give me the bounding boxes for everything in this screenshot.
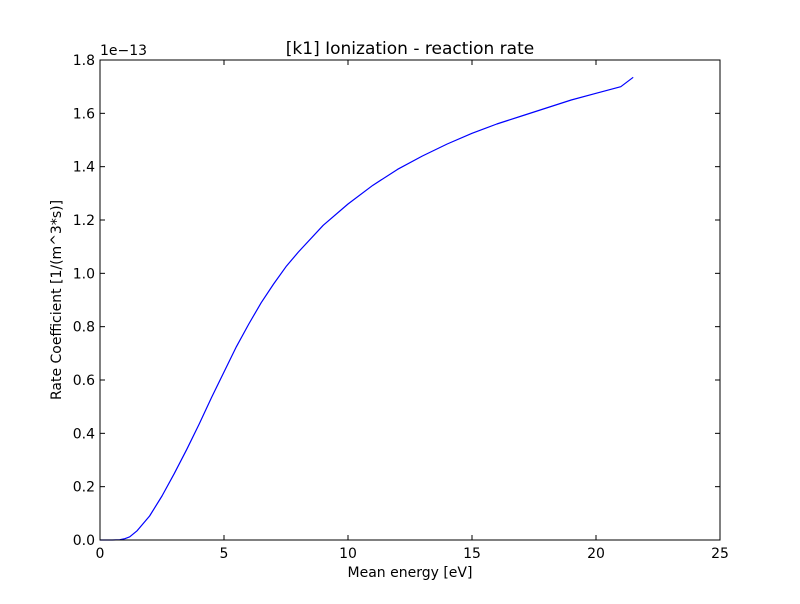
y-tick-label: 0.4 bbox=[73, 426, 95, 442]
chart-title: [k1] Ionization - reaction rate bbox=[286, 39, 534, 59]
y-tick-label: 1.6 bbox=[73, 106, 95, 122]
plot-frame bbox=[99, 59, 721, 541]
y-tick-label: 1.4 bbox=[73, 160, 95, 176]
y-tick-label: 1.0 bbox=[73, 266, 95, 282]
plot-background bbox=[100, 60, 720, 540]
plot-area: 0 5 10 15 20 25 0.0 0.2 0.4 0.6 0.8 1.0 1.2 1.4 1.6 1.8 bbox=[73, 53, 729, 562]
y-tick-label: 0.6 bbox=[73, 373, 95, 389]
y-tick-label: 0.8 bbox=[73, 320, 95, 336]
y-axis-label: Rate Coefficient [1/(m^3*s)] bbox=[49, 200, 65, 400]
series-layer bbox=[100, 76, 634, 541]
x-tick-label: 0 bbox=[96, 546, 105, 562]
y-tick-label: 0.0 bbox=[73, 533, 95, 549]
x-tick-label: 25 bbox=[711, 546, 729, 562]
y-tick-label: 0.2 bbox=[73, 480, 95, 496]
ticks-layer: 0 5 10 15 20 25 0.0 0.2 0.4 0.6 0.8 1.0 1.2 1.4 1.6 1.8 bbox=[73, 53, 729, 562]
x-axis-label: Mean energy [eV] bbox=[348, 565, 473, 581]
x-tick-label: 20 bbox=[587, 546, 605, 562]
x-tick-label: 15 bbox=[463, 546, 481, 562]
y-tick-label: 1.8 bbox=[73, 53, 95, 69]
y-axis-offset-label: 1e−13 bbox=[100, 43, 147, 59]
y-tick-label: 1.2 bbox=[73, 213, 95, 229]
series-line bbox=[100, 76, 634, 541]
x-tick-label: 10 bbox=[339, 546, 357, 562]
x-tick-label: 5 bbox=[220, 546, 229, 562]
